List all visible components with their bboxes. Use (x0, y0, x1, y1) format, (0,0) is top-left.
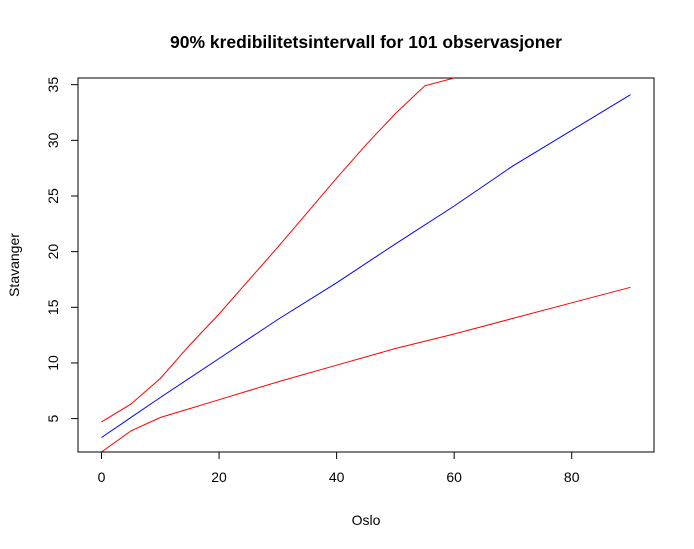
y-tick-label: 30 (45, 132, 61, 148)
chart-title: 90% kredibilitetsintervall for 101 obser… (170, 32, 562, 52)
y-tick-label: 5 (45, 415, 61, 423)
y-tick-label: 25 (45, 188, 61, 204)
y-axis-label: Stavanger (6, 233, 22, 297)
y-tick-label: 10 (45, 355, 61, 371)
series-line-1 (101, 77, 455, 423)
series-line-3 (101, 286, 631, 453)
x-tick-label: 80 (564, 469, 580, 485)
x-tick-label: 20 (211, 469, 227, 485)
series-line-2 (101, 94, 631, 438)
plot-area-frame (77, 77, 655, 453)
y-tick-label: 20 (45, 244, 61, 260)
x-tick-label: 40 (329, 469, 345, 485)
x-tick-label: 0 (98, 469, 106, 485)
x-axis: 0 20 40 60 80 (98, 451, 580, 485)
y-tick-label: 35 (45, 77, 61, 93)
x-axis-label: Oslo (352, 512, 381, 528)
series-layer (101, 77, 631, 453)
y-axis: 5 10 15 20 25 30 35 (45, 77, 79, 423)
y-tick-label: 15 (45, 299, 61, 315)
x-tick-label: 60 (446, 469, 462, 485)
